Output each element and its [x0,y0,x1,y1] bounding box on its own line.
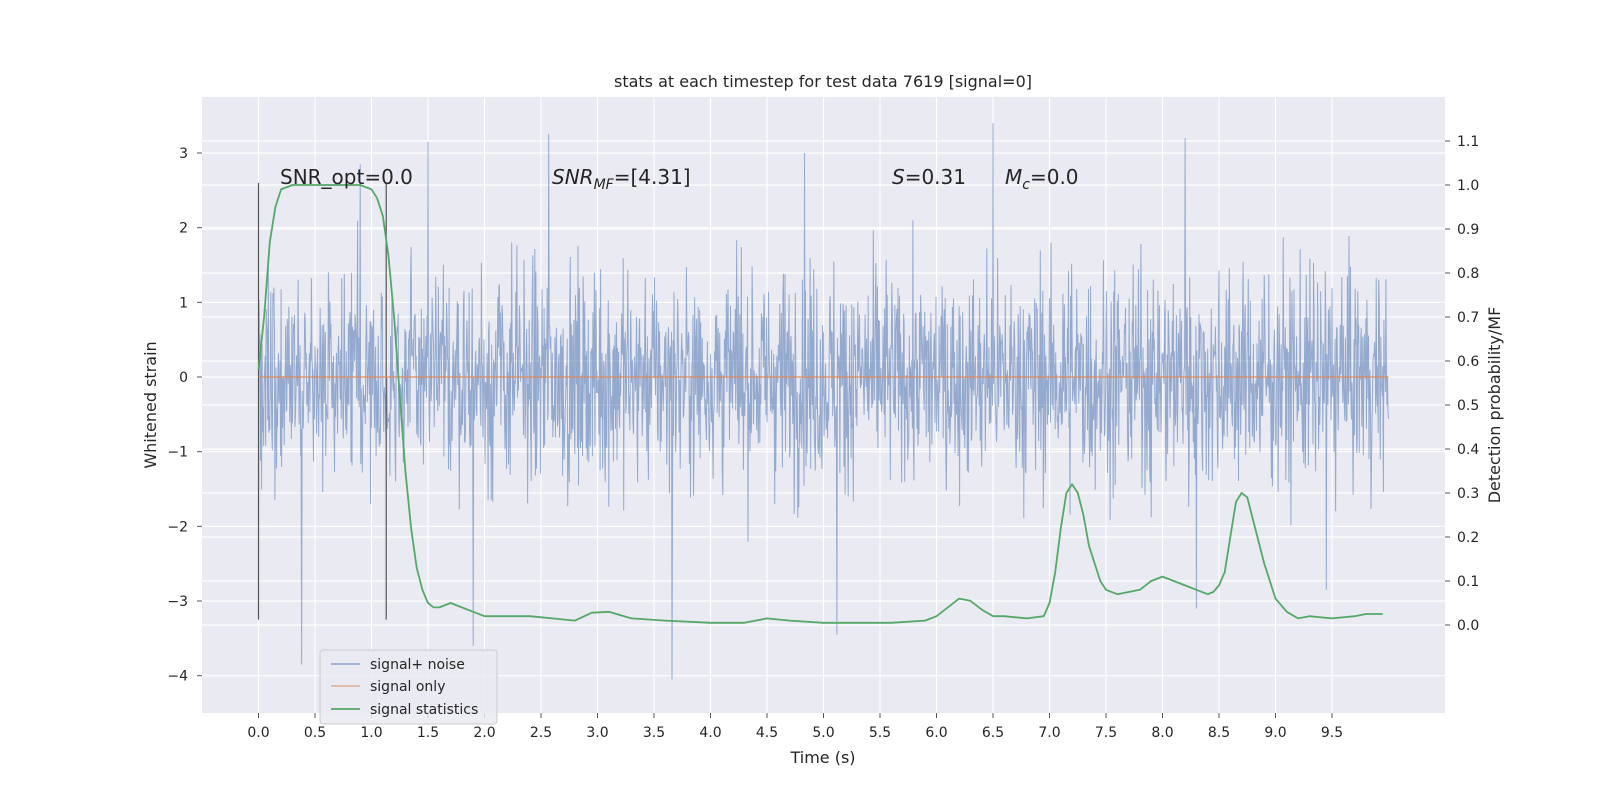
y2-tick-label: 1.1 [1457,134,1479,150]
y-tick-label: −3 [167,594,188,610]
snr-mf-base: SNR [552,165,594,189]
y2-tick-label: 0.2 [1457,530,1479,546]
annotation-s: S=0.31 [892,165,966,189]
x-tick-label: 9.5 [1321,725,1343,741]
legend-label-signal-only: signal only [370,679,445,695]
legend-label-signal-statistics: signal statistics [370,702,478,718]
x-tick-label: 2.0 [473,725,495,741]
y2-tick-labels: 1.1 1.0 0.9 0.8 0.7 0.6 0.5 0.4 0.3 0.2 0.1 0.0 [1457,134,1479,634]
legend-label-signal-noise: signal+ noise [370,657,465,673]
y-tick-label: 1 [179,295,188,311]
y-tick-labels: 3 2 1 0 −1 −2 −3 −4 [167,146,188,685]
mc-subscript: c [1022,177,1030,193]
y-axis-label: Whitened strain [141,341,160,468]
x-axis-label: Time (s) [789,748,855,767]
y2-tick-label: 0.9 [1457,222,1479,238]
x-tick-label: 6.5 [982,725,1004,741]
snr-mf-subscript: MF [594,177,615,193]
y2-tick-label: 0.4 [1457,442,1479,458]
mc-symbol: M [1005,165,1022,189]
chart-title: stats at each timestep for test data 761… [614,72,1032,91]
x-tick-label: 3.5 [643,725,665,741]
x-tick-label: 1.5 [417,725,439,741]
y2-tick-label: 0.5 [1457,398,1479,414]
x-tick-label: 0.5 [304,725,326,741]
x-tick-label: 4.5 [756,725,778,741]
s-value: =0.31 [905,165,966,189]
x-tick-label: 8.0 [1151,725,1173,741]
x-tick-label: 6.0 [925,725,947,741]
y-tick-label: −4 [167,669,188,685]
y-tick-label: −2 [167,519,188,535]
signal-statistics-series [257,184,1383,624]
y2-tick-label: 0.7 [1457,310,1479,326]
vertical-markers [257,182,387,620]
y-tick-label: −1 [167,445,188,461]
y2-tick-label: 0.8 [1457,266,1479,282]
x-tick-label: 4.0 [699,725,721,741]
signal-statistics-line [257,184,1383,624]
x-tick-label: 7.0 [1038,725,1060,741]
y2-axis-label: Detection probability/MF [1485,307,1504,504]
x-tick-label: 3.0 [586,725,608,741]
y-tick-label: 2 [179,221,188,237]
x-tick-label: 5.0 [812,725,834,741]
signal-noise-series [258,123,1389,680]
legend-box [319,649,498,725]
snr-mf-value: =[4.31] [614,165,691,189]
annotation-snr-opt: SNR_opt=0.0 [280,165,413,189]
y-tick-label: 3 [179,146,188,162]
y2-tick-label: 0.0 [1457,618,1479,634]
y2-gridlines [202,140,1450,626]
x-tick-labels: 0.0 0.5 1.0 1.5 2.0 2.5 3.0 3.5 4.0 4.5 5.0 5.5 6.0 6… [247,725,1343,741]
legend: signal+ noise signal only signal statist… [319,649,498,725]
annotation-mc: Mc=0.0 [1005,165,1079,193]
x-tick-label: 0.0 [247,725,269,741]
y2-tick-label: 1.0 [1457,178,1479,194]
annotation-snr-mf: SNRMF=[4.31] [552,165,691,193]
x-tick-label: 7.5 [1095,725,1117,741]
x-tick-label: 8.5 [1208,725,1230,741]
mc-value: =0.0 [1030,165,1079,189]
x-tick-label: 1.0 [360,725,382,741]
signal-noise-line [258,123,1389,680]
x-tick-label: 5.5 [869,725,891,741]
y2-tick-label: 0.6 [1457,354,1479,370]
x-tick-label: 9.0 [1264,725,1286,741]
s-symbol: S [892,165,905,189]
y-tick-label: 0 [179,370,188,386]
x-tick-label: 2.5 [530,725,552,741]
y2-tick-label: 0.1 [1457,574,1479,590]
y2-tick-label: 0.3 [1457,486,1479,502]
